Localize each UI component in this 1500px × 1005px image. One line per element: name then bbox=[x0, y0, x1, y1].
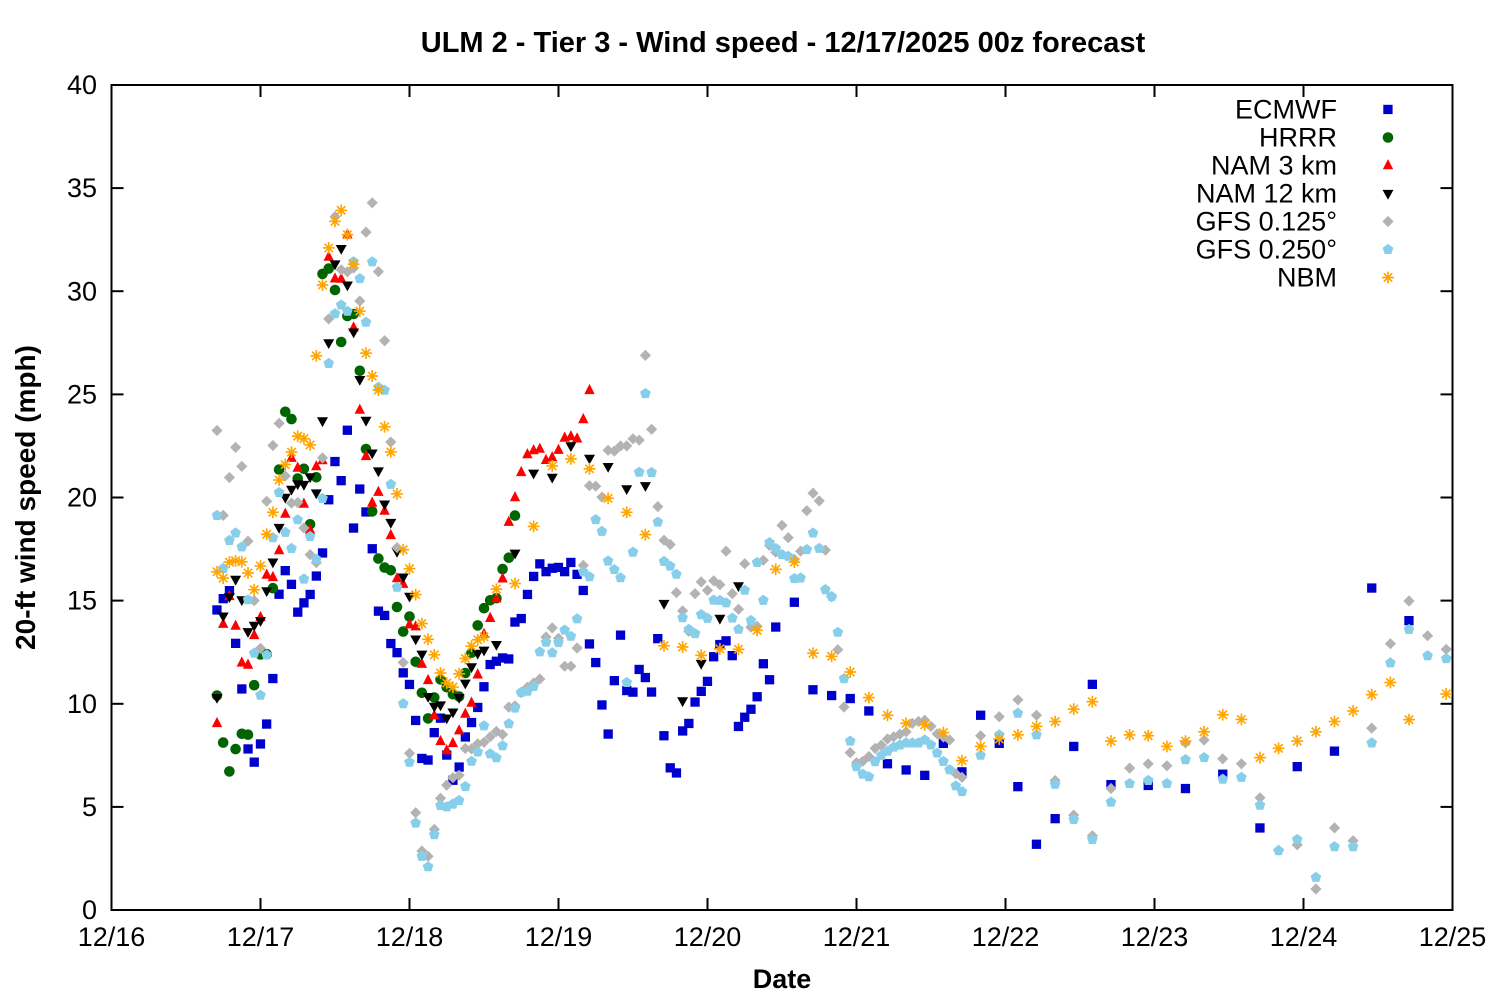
svg-text:NBM: NBM bbox=[1277, 263, 1337, 293]
svg-text:12/24: 12/24 bbox=[1270, 922, 1338, 952]
svg-text:25: 25 bbox=[67, 379, 97, 409]
svg-text:20: 20 bbox=[67, 483, 97, 513]
svg-text:20-ft wind speed (mph): 20-ft wind speed (mph) bbox=[10, 345, 41, 650]
svg-text:NAM 12 km: NAM 12 km bbox=[1196, 179, 1337, 209]
svg-text:35: 35 bbox=[67, 173, 97, 203]
svg-text:15: 15 bbox=[67, 586, 97, 616]
svg-text:12/17: 12/17 bbox=[227, 922, 295, 952]
svg-text:12/19: 12/19 bbox=[525, 922, 593, 952]
svg-text:30: 30 bbox=[67, 276, 97, 306]
svg-text:GFS 0.250°: GFS 0.250° bbox=[1196, 235, 1337, 265]
svg-text:NAM 3 km: NAM 3 km bbox=[1211, 151, 1337, 181]
svg-text:12/23: 12/23 bbox=[1121, 922, 1189, 952]
svg-text:0: 0 bbox=[82, 895, 97, 925]
svg-text:12/25: 12/25 bbox=[1419, 922, 1487, 952]
svg-text:ULM 2 - Tier 3 - Wind speed -: ULM 2 - Tier 3 - Wind speed - 12/17/2025… bbox=[421, 27, 1146, 59]
svg-text:12/21: 12/21 bbox=[823, 922, 891, 952]
svg-text:12/16: 12/16 bbox=[78, 922, 146, 952]
svg-text:GFS 0.125°: GFS 0.125° bbox=[1196, 207, 1337, 237]
svg-text:Date: Date bbox=[753, 964, 812, 994]
svg-text:12/20: 12/20 bbox=[674, 922, 742, 952]
svg-text:ECMWF: ECMWF bbox=[1235, 95, 1337, 125]
svg-text:12/18: 12/18 bbox=[376, 922, 444, 952]
svg-text:12/22: 12/22 bbox=[972, 922, 1040, 952]
svg-text:HRRR: HRRR bbox=[1259, 123, 1337, 153]
svg-text:40: 40 bbox=[67, 70, 97, 100]
svg-text:5: 5 bbox=[82, 792, 97, 822]
svg-text:10: 10 bbox=[67, 689, 97, 719]
